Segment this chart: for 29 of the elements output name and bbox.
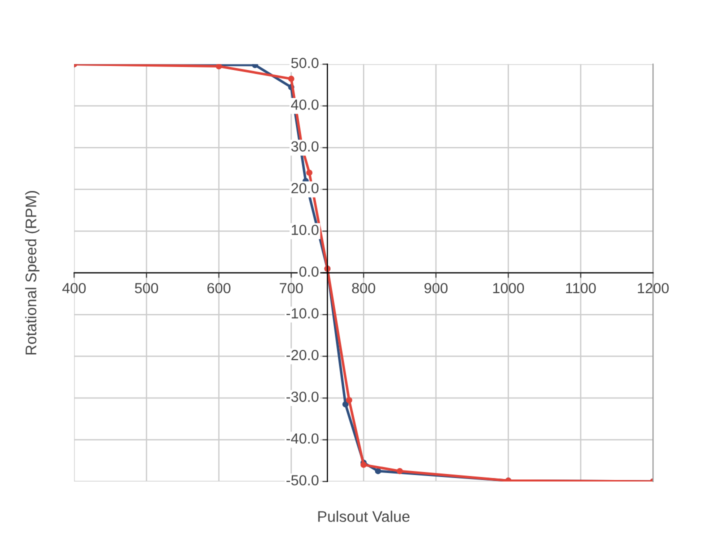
point: [306, 170, 312, 176]
point: [396, 468, 403, 474]
x-tick-label: 700: [280, 282, 303, 294]
x-tick-label: 1100: [566, 282, 596, 294]
y-tick-label: 10.0: [292, 224, 319, 236]
y-tick-label: 0.0: [299, 266, 319, 277]
x-tick-label: 1000: [493, 282, 524, 294]
x-tick-label: 500: [134, 282, 158, 294]
x-tick-label: 1200: [638, 282, 669, 294]
x-tick-label: 400: [62, 282, 86, 294]
y-tick-label: -50.0: [286, 475, 319, 486]
y-tick-label: -20.0: [286, 350, 319, 360]
y-tick-label: -40.0: [286, 433, 319, 444]
y-tick-label: 50.0: [291, 58, 319, 68]
point: [346, 397, 352, 404]
point: [342, 401, 349, 408]
point: [288, 76, 294, 82]
y-axis-title: Rotational Speed (RPM): [25, 191, 40, 354]
x-tick-label: 800: [352, 282, 376, 294]
x-tick-label: 900: [424, 282, 448, 294]
x-axis-title: Pulsout Value: [318, 510, 410, 522]
point: [374, 468, 382, 474]
y-tick-label: 20.0: [291, 182, 319, 194]
y-tick-label: 40.0: [291, 100, 319, 110]
y-tick-label: -10.0: [286, 308, 319, 318]
x-tick-label: 600: [207, 282, 230, 294]
y-tick-label: -30.0: [286, 392, 319, 402]
y-tick-label: 30.0: [291, 141, 319, 152]
point: [216, 64, 222, 70]
